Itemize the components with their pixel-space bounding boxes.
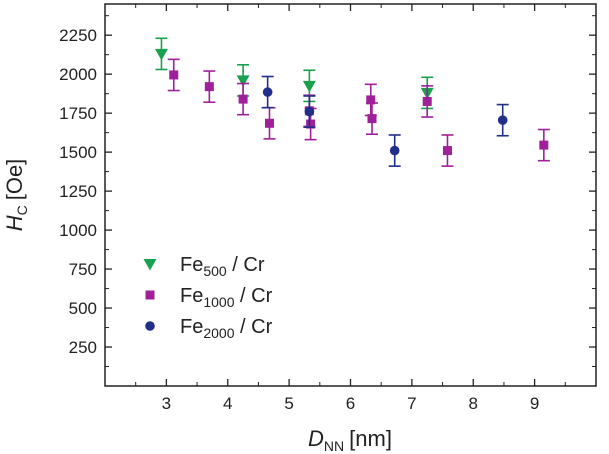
y-axis-ticks <box>105 15 596 368</box>
data-point <box>306 119 316 129</box>
y-axis-title-unit: [Oe] <box>2 159 27 201</box>
x-tick-label: 8 <box>469 394 478 413</box>
y-tick-label: 1750 <box>59 104 97 123</box>
y-tick-label: 1250 <box>59 182 97 201</box>
x-axis-tick-labels: 3 4 5 6 7 8 9 <box>162 394 540 413</box>
y-axis-title-main: H <box>2 215 27 231</box>
legend-label: Fe2000 / Cr <box>180 316 273 341</box>
plot-area <box>104 3 597 387</box>
legend-item-1: Fe500 / Cr <box>143 254 265 279</box>
data-series <box>154 37 550 167</box>
y-tick-label: 2000 <box>59 65 97 84</box>
data-point <box>366 95 376 105</box>
y-tick-label: 2250 <box>59 26 97 45</box>
legend-label: Fe500 / Cr <box>180 254 265 279</box>
x-tick-label: 6 <box>346 394 355 413</box>
data-point <box>442 146 452 156</box>
data-point <box>539 140 549 150</box>
y-tick-label: 750 <box>69 260 97 279</box>
data-point <box>204 82 214 92</box>
y-tick-label: 500 <box>69 299 97 318</box>
legend-marker <box>143 259 157 271</box>
x-tick-label: 3 <box>162 394 171 413</box>
legend: Fe500 / Cr Fe1000 / Cr Fe2000 / Cr <box>143 254 273 341</box>
data-point <box>238 94 248 104</box>
legend-item-3: Fe2000 / Cr <box>145 316 273 341</box>
data-point <box>422 96 432 106</box>
x-axis-ticks <box>135 4 566 386</box>
x-axis-title-unit: [nm] <box>349 426 392 451</box>
data-point <box>264 118 274 128</box>
y-tick-label: 1500 <box>59 143 97 162</box>
data-point <box>497 115 508 125</box>
x-tick-label: 4 <box>223 394 232 413</box>
legend-item-2: Fe1000 / Cr <box>145 285 273 310</box>
series-3 <box>261 75 509 167</box>
y-axis-title: HC [Oe] <box>2 159 30 232</box>
legend-marker <box>145 321 155 331</box>
y-axis-tick-labels: 250 500 750 1000 1250 1500 1750 2000 2250 <box>59 26 97 357</box>
data-point <box>169 70 179 80</box>
data-point <box>367 114 377 124</box>
y-axis-title-sub: C <box>14 205 30 215</box>
x-tick-label: 9 <box>530 394 539 413</box>
data-point <box>154 48 168 61</box>
plot-frame <box>104 3 597 387</box>
legend-label: Fe1000 / Cr <box>180 285 273 310</box>
legend-marker <box>145 290 155 300</box>
data-point <box>236 75 250 87</box>
x-axis-title-main: D <box>308 426 324 451</box>
x-tick-label: 7 <box>407 394 416 413</box>
x-axis-title-sub: NN <box>324 438 344 454</box>
data-point <box>304 106 315 117</box>
y-tick-label: 1000 <box>59 221 97 240</box>
x-tick-label: 5 <box>284 394 293 413</box>
series-1 <box>154 37 434 110</box>
data-point <box>262 87 273 97</box>
y-tick-label: 250 <box>69 338 97 357</box>
data-point <box>302 80 316 93</box>
x-axis-title: DNN [nm] <box>308 426 392 454</box>
series-2 <box>167 58 550 167</box>
data-point <box>389 145 400 156</box>
